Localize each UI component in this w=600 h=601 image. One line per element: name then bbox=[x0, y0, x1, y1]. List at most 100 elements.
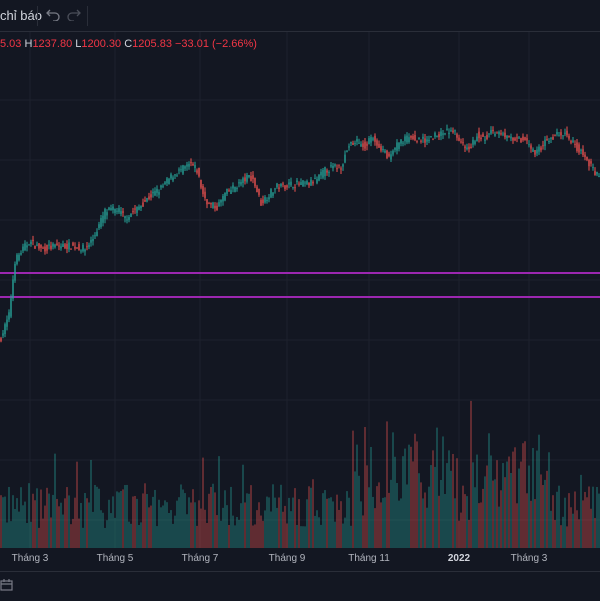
candle-body bbox=[228, 190, 230, 192]
candle-body bbox=[266, 200, 268, 202]
candle-body bbox=[246, 174, 248, 182]
candle-body bbox=[384, 150, 386, 153]
candle-body bbox=[578, 144, 580, 153]
volume-bar bbox=[344, 517, 346, 548]
candle-body bbox=[416, 140, 418, 142]
volume-bar bbox=[414, 433, 416, 548]
chart-grid bbox=[0, 32, 600, 548]
volume-bar bbox=[278, 497, 280, 548]
candle-body bbox=[554, 134, 556, 136]
candle-body bbox=[214, 205, 216, 209]
volume-bar bbox=[80, 502, 82, 548]
candle-body bbox=[590, 161, 592, 164]
candle-body bbox=[284, 185, 286, 189]
candle-body bbox=[538, 146, 540, 152]
candle-body bbox=[236, 188, 238, 190]
candle-body bbox=[108, 207, 110, 210]
volume-bar bbox=[280, 484, 282, 548]
volume-bar bbox=[214, 492, 216, 548]
candle-body bbox=[576, 142, 578, 151]
volume-bar bbox=[244, 502, 246, 548]
toolbar-divider bbox=[37, 6, 38, 26]
candle-body bbox=[340, 168, 342, 170]
volume-bar bbox=[356, 444, 358, 548]
volume-bar bbox=[376, 486, 378, 548]
volume-bar bbox=[178, 497, 180, 548]
volume-bar bbox=[448, 450, 450, 548]
volume-bar bbox=[588, 486, 590, 548]
volume-bar bbox=[468, 519, 470, 548]
volume-bar bbox=[206, 522, 208, 548]
volume-bar bbox=[224, 490, 226, 548]
volume-bar bbox=[20, 487, 22, 548]
candle-body bbox=[580, 149, 582, 151]
candle-body bbox=[52, 243, 54, 247]
volume-bar bbox=[290, 511, 292, 548]
candle-body bbox=[264, 197, 266, 203]
candle-body bbox=[424, 138, 426, 143]
candle-body bbox=[24, 243, 26, 251]
volume-bar bbox=[548, 452, 550, 548]
candle-body bbox=[276, 183, 278, 188]
volume-bar bbox=[58, 506, 60, 548]
candle-body bbox=[68, 242, 70, 250]
candle-body bbox=[594, 171, 596, 176]
volume-bar bbox=[426, 507, 428, 548]
candle-body bbox=[134, 208, 136, 210]
candle-body bbox=[258, 188, 260, 195]
volume-bar bbox=[550, 510, 552, 548]
volume-bar bbox=[530, 500, 532, 548]
volume-bar bbox=[522, 443, 524, 548]
candle-body bbox=[120, 211, 122, 215]
undo-icon[interactable] bbox=[42, 4, 64, 26]
candle-body bbox=[556, 131, 558, 135]
volume-bar bbox=[16, 498, 18, 548]
volume-bar bbox=[488, 433, 490, 548]
candle-body bbox=[38, 243, 40, 249]
volume-bar bbox=[84, 493, 86, 548]
volume-bar bbox=[128, 521, 130, 548]
candle-body bbox=[146, 198, 148, 202]
volume-bar bbox=[422, 498, 424, 548]
volume-bar bbox=[514, 447, 516, 548]
candle-body bbox=[302, 180, 304, 186]
volume-bar bbox=[48, 493, 50, 548]
redo-icon[interactable] bbox=[63, 4, 85, 26]
calendar-range-icon[interactable] bbox=[0, 578, 14, 592]
candle-body bbox=[244, 177, 246, 182]
candle-body bbox=[332, 165, 334, 169]
candle-body bbox=[92, 238, 94, 242]
volume-bar bbox=[592, 486, 594, 548]
candle-body bbox=[418, 137, 420, 140]
candle-body bbox=[14, 263, 16, 281]
candle-body bbox=[508, 136, 510, 138]
candle-body bbox=[2, 333, 4, 336]
volume-bar bbox=[218, 456, 220, 548]
volume-bar bbox=[238, 519, 240, 548]
candle-body bbox=[116, 210, 118, 212]
candle-body bbox=[0, 338, 2, 342]
volume-bar bbox=[156, 526, 158, 548]
volume-bar bbox=[34, 500, 36, 548]
candle-body bbox=[50, 245, 52, 249]
volume-bar bbox=[466, 496, 468, 548]
volume-bar bbox=[88, 502, 90, 548]
volume-bar bbox=[118, 492, 120, 548]
volume-bar bbox=[380, 502, 382, 548]
candle-body bbox=[414, 134, 416, 141]
volume-bar bbox=[44, 505, 46, 548]
candle-body bbox=[560, 132, 562, 136]
candle-body bbox=[432, 138, 434, 140]
volume-bar bbox=[492, 480, 494, 548]
indicators-button[interactable]: chỉ báo bbox=[0, 8, 42, 23]
candle-body bbox=[562, 135, 564, 137]
candle-body bbox=[176, 175, 178, 177]
candle-body bbox=[420, 140, 422, 142]
candle-body bbox=[128, 217, 130, 220]
candle-body bbox=[426, 139, 428, 142]
volume-bar bbox=[76, 461, 78, 548]
candle-body bbox=[26, 245, 28, 248]
volume-bar bbox=[364, 427, 366, 548]
candle-body bbox=[500, 133, 502, 135]
